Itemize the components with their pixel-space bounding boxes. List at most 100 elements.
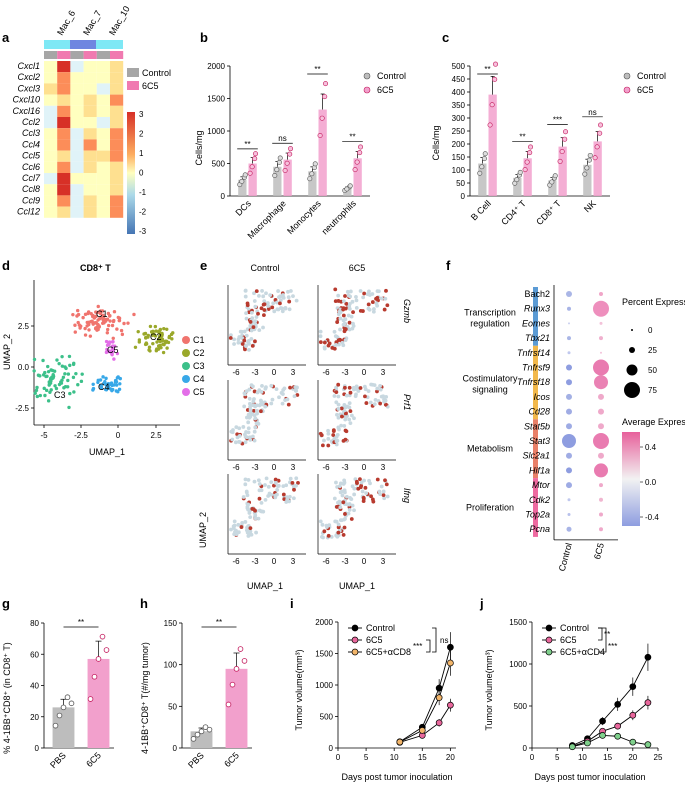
umap-point [247, 396, 252, 401]
umap-point [318, 329, 323, 334]
umap-point [270, 305, 275, 310]
umap-point [244, 389, 249, 394]
umap-point [372, 307, 376, 311]
panel-letter: f [446, 258, 451, 273]
x-tick-label: -3 [251, 557, 259, 566]
umap-point [336, 293, 341, 298]
data-point [242, 172, 248, 178]
bar [353, 158, 362, 196]
group-cell [44, 51, 58, 59]
umap-point [326, 443, 331, 448]
color-legend-ticks: 0.4 0.0 -0.4 [640, 443, 659, 522]
umap-point [136, 329, 140, 334]
umap-point [381, 489, 386, 494]
umap-point [284, 483, 289, 488]
cluster-legend-swatch [182, 362, 190, 370]
bar [513, 177, 522, 196]
umap-point [245, 435, 249, 440]
umap-point [273, 495, 278, 500]
umap-point [236, 340, 241, 345]
umap-point [91, 386, 96, 391]
umap-point [280, 401, 285, 406]
series-line [572, 734, 648, 748]
sig-label: ns [278, 134, 286, 143]
data-point [282, 168, 288, 174]
umap-point [240, 342, 245, 346]
data-point [435, 719, 443, 727]
umap-point [117, 318, 122, 323]
umap-point [362, 478, 366, 483]
dot [600, 351, 602, 354]
umap-point [254, 530, 258, 535]
legend-marker [545, 648, 553, 656]
umap-point [379, 484, 384, 489]
heatmap-cell [57, 139, 71, 151]
umap-point [371, 309, 376, 314]
umap-point [154, 349, 159, 353]
umap-point [345, 289, 350, 294]
x-tick-label: -6 [232, 368, 240, 377]
umap-point [90, 320, 94, 324]
data-point [95, 656, 102, 662]
gene-label: Stat3 [529, 436, 550, 446]
umap-point [344, 405, 348, 410]
umap-point [53, 384, 57, 388]
x-tick-label: 0 [362, 557, 367, 566]
umap-point [158, 334, 163, 338]
umap-point [73, 323, 77, 327]
umap-point [281, 295, 286, 299]
gene-label: Gzmb [402, 299, 412, 323]
y-tick-label: 50 [168, 702, 177, 711]
panel-i: i Tumor volume(mm³) Days post tumor inoc… [290, 596, 456, 782]
umap-point [32, 369, 36, 373]
umap-point [350, 299, 355, 304]
heatmap-cell [44, 195, 58, 207]
heatmap-cell [57, 61, 71, 73]
gene-label: Tnfrsf14 [517, 348, 550, 358]
umap-point [348, 390, 353, 395]
x-tick-label: 25 [654, 753, 663, 762]
legend-6c5-marker [363, 86, 371, 94]
heatmap-cell [83, 83, 97, 95]
heatmap-cell [70, 117, 84, 129]
col-title-6c5: 6C5 [349, 263, 366, 273]
umap-point [44, 388, 49, 393]
series-line [399, 662, 451, 743]
umap-point [275, 300, 279, 305]
umap-point [347, 385, 352, 390]
data-point [629, 738, 637, 746]
group-cell [57, 51, 71, 59]
umap-point [237, 440, 242, 444]
x-tick-label: -6 [322, 463, 330, 472]
dot [598, 393, 604, 400]
size-legend-label: 50 [648, 366, 657, 375]
umap-points: C1 C2 C3 C4 C5 [32, 304, 175, 410]
dot [566, 467, 572, 474]
data-point [644, 653, 652, 661]
data-point [309, 171, 315, 177]
y-tick-label: 1500 [509, 618, 527, 627]
dot [599, 483, 603, 488]
umap-point [244, 333, 249, 338]
umap-point [250, 434, 255, 439]
umap-point [156, 344, 161, 348]
umap-point [114, 383, 119, 387]
umap-point [86, 311, 90, 316]
umap-point [253, 416, 258, 421]
col-title-control: Control [250, 263, 279, 273]
umap-point [60, 378, 64, 382]
heatmap-cell [110, 83, 124, 95]
category-label: NK [582, 198, 598, 214]
legend-6c5-marker [623, 86, 631, 94]
legend-6c5-swatch [127, 81, 139, 90]
umap-point [55, 358, 59, 362]
umap-point [41, 373, 46, 377]
y-tick-label: 2.5 [18, 322, 30, 331]
gene-label: Runx3 [524, 304, 550, 314]
umap-point [252, 291, 256, 296]
heatmap-cell [110, 105, 124, 117]
umap-point [339, 423, 344, 428]
row-label: Cxcl1 [17, 61, 40, 71]
umap-point [259, 409, 263, 414]
